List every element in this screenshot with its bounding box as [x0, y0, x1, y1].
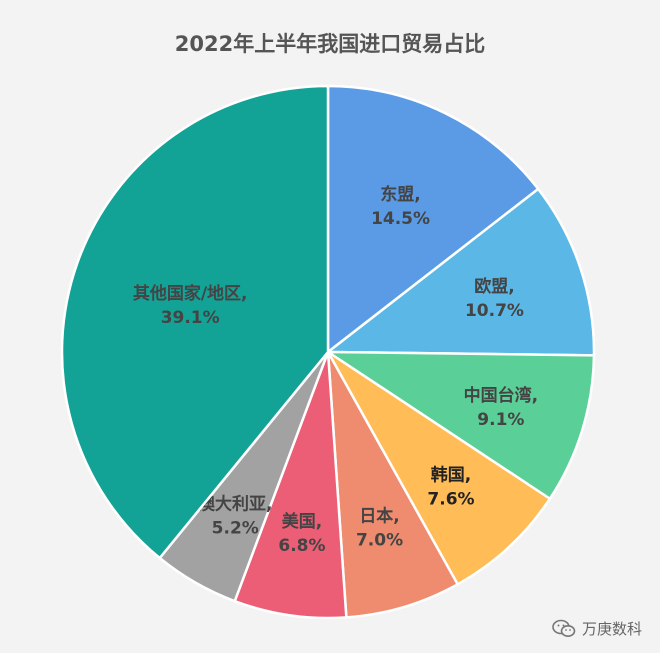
- pie-slice-7: [60, 84, 330, 560]
- pie-label-2: 中国台湾, 9.1%: [464, 385, 538, 430]
- wechat-icon: [552, 619, 576, 639]
- pie-label-5: 美国, 6.8%: [278, 511, 325, 556]
- pie-slice-0: [326, 84, 540, 354]
- pie-slice-2: [326, 350, 596, 500]
- pie-slice-4: [326, 350, 459, 619]
- pie-slice-3: [326, 350, 552, 586]
- chart-title: 2022年上半年我国进口贸易占比: [174, 32, 486, 56]
- pie-label-7: 其他国家/地区, 39.1%: [133, 283, 248, 328]
- watermark: 万庚数科: [552, 618, 642, 639]
- pie-slice-5: [233, 350, 348, 620]
- pie-label-0: 东盟, 14.5%: [371, 184, 430, 229]
- pie-label-4: 日本, 7.0%: [356, 505, 403, 550]
- pie-slice-1: [326, 187, 596, 357]
- watermark-text: 万庚数科: [581, 620, 642, 638]
- pie-label-1: 欧盟, 10.7%: [465, 276, 524, 321]
- pie-label-3: 韩国, 7.6%: [427, 465, 474, 510]
- pie-label-6: 澳大利亚, 5.2%: [198, 493, 272, 538]
